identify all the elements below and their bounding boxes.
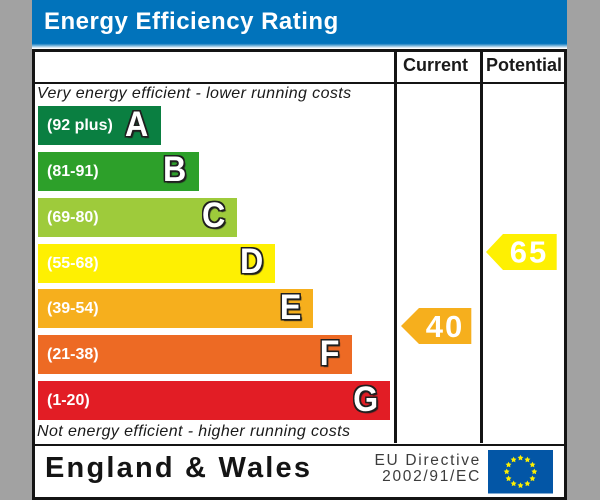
- svg-text:40: 40: [426, 309, 464, 344]
- svg-text:65: 65: [510, 235, 548, 270]
